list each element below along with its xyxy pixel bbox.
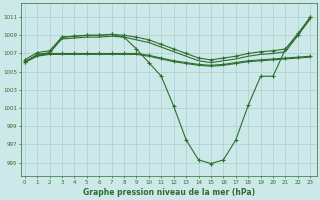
X-axis label: Graphe pression niveau de la mer (hPa): Graphe pression niveau de la mer (hPa) xyxy=(83,188,255,197)
